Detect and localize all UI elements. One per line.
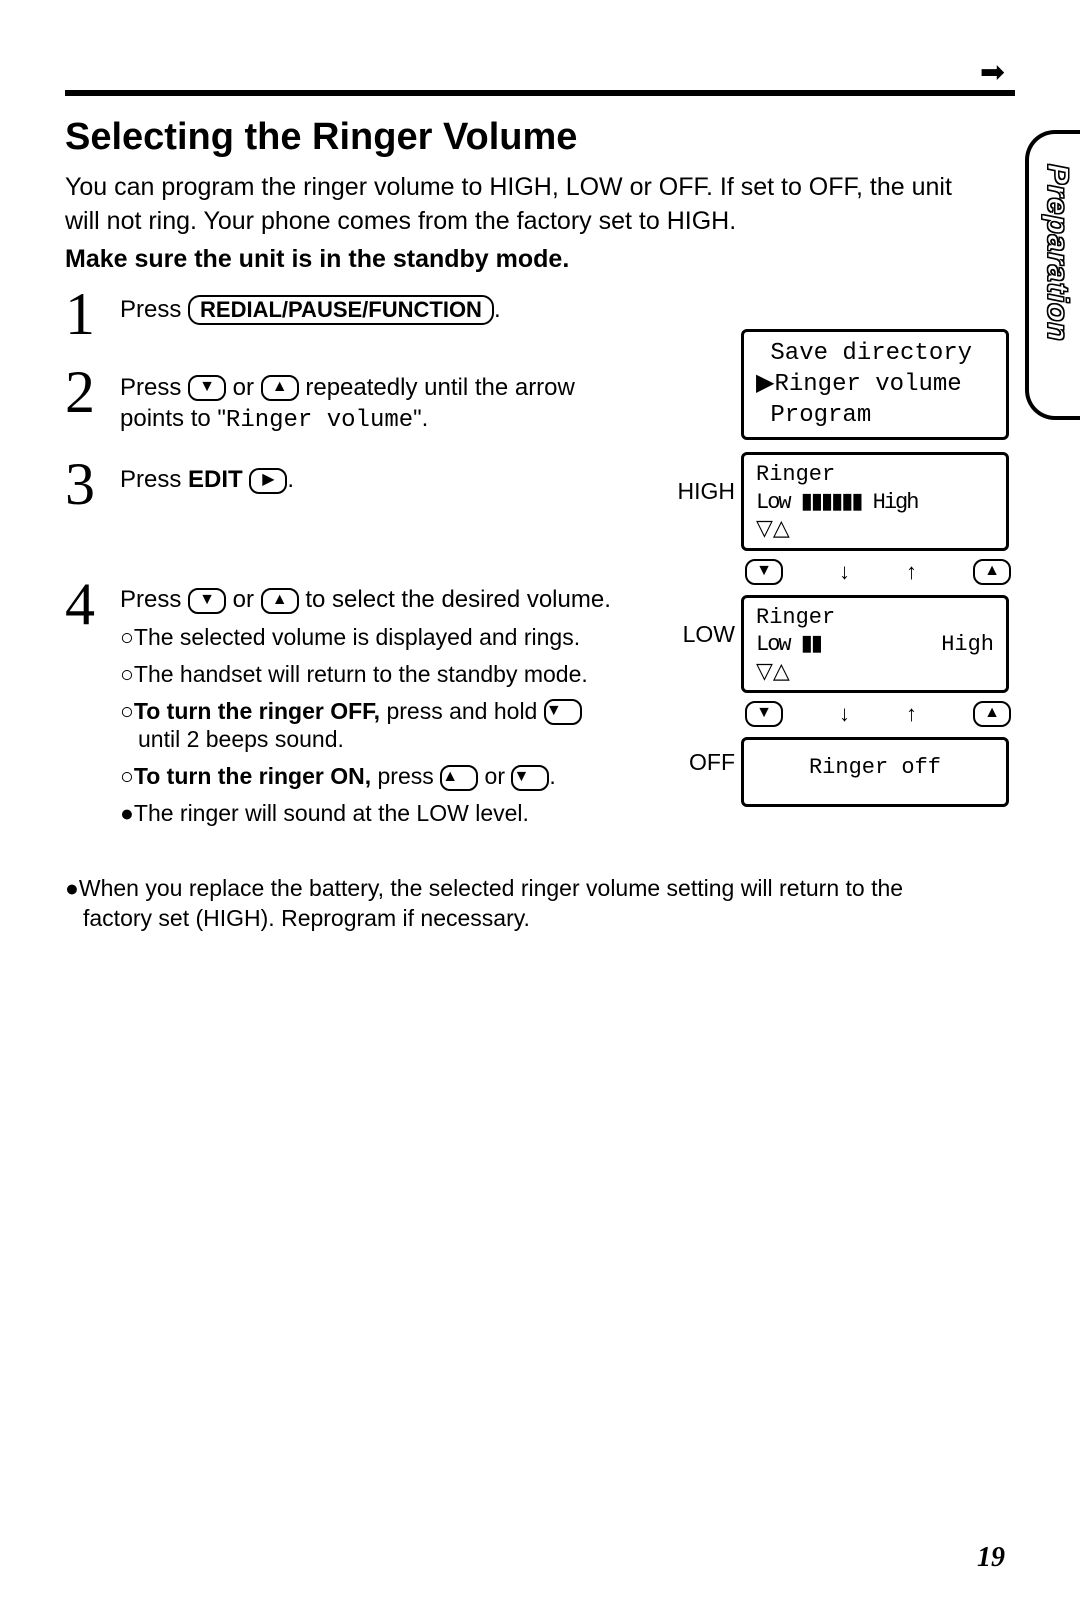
step-number: 3	[65, 454, 120, 514]
up-key-icon: ▲	[973, 559, 1011, 585]
bar-low: Low ▮▮	[756, 631, 821, 659]
display-line: Low ▮▮ High	[756, 631, 994, 659]
step-3: 3 Press EDIT ▶.	[65, 454, 625, 514]
bar-high: High	[941, 631, 994, 659]
nav-arrows: ▼ ↓ ↑ ▲	[675, 697, 1015, 737]
step-body: Press REDIAL/PAUSE/FUNCTION.	[120, 284, 501, 326]
display-line: ▶Ringer volume	[756, 369, 994, 400]
intro-text: You can program the ringer volume to HIG…	[65, 171, 955, 239]
arrow-up-icon: ↑	[906, 559, 917, 585]
step-2: 2 Press ▼ or ▲ repeatedly until the arro…	[65, 362, 625, 436]
step-text: Press	[120, 296, 188, 323]
section-tab: Preparation	[1025, 130, 1080, 420]
level-display: Ringer off	[741, 737, 1009, 807]
up-key-icon: ▲	[261, 588, 299, 614]
step-body: Press ▼ or ▲ to select the desired volum…	[120, 574, 625, 836]
bullet-text: press	[371, 763, 440, 789]
bullet-text: .	[549, 763, 555, 789]
footer-note: ●When you replace the battery, the selec…	[65, 854, 965, 934]
level-label: OFF	[675, 737, 741, 776]
bullet-bold: ○To turn the ringer OFF,	[120, 698, 380, 724]
step-text: or	[226, 586, 261, 613]
step-text: ".	[413, 405, 428, 432]
display-line: Ringer off	[756, 754, 994, 782]
step-text: Press	[120, 586, 188, 613]
step-text: .	[287, 466, 294, 493]
continuation-arrow-icon: ➡	[980, 55, 1005, 90]
down-key-icon: ▼	[188, 588, 226, 614]
down-key-icon: ▼	[188, 375, 226, 401]
level-display: Ringer Low ▮▮▮▮▮▮ High ▽△	[741, 452, 1009, 551]
content-columns: 1 Press REDIAL/PAUSE/FUNCTION. 2 Press ▼…	[65, 284, 1015, 854]
display-line: Ringer	[756, 604, 994, 632]
down-key-icon: ▼	[745, 559, 783, 585]
list-item: ○To turn the ringer OFF, press and hold …	[120, 697, 625, 755]
list-item: ○The handset will return to the standby …	[120, 660, 625, 689]
level-high: HIGH Ringer Low ▮▮▮▮▮▮ High ▽△	[675, 452, 1015, 551]
up-key-icon: ▲	[440, 765, 478, 791]
step-text: Press	[120, 374, 188, 401]
diagram-column: Save directory ▶Ringer volume Program HI…	[675, 329, 1015, 811]
step-text: or	[226, 374, 261, 401]
step-number: 1	[65, 284, 120, 344]
menu-item-mono: Ringer volume	[226, 407, 413, 434]
arrow-up-icon: ↑	[906, 701, 917, 727]
down-key-icon: ▼	[511, 765, 549, 791]
list-item: ●The ringer will sound at the LOW level.	[120, 799, 625, 828]
standby-note: Make sure the unit is in the standby mod…	[65, 245, 1015, 274]
level-off: OFF Ringer off	[675, 737, 1015, 807]
sub-bullet-list: ○The selected volume is displayed and ri…	[120, 623, 625, 828]
top-divider	[65, 90, 1015, 96]
redial-button-label: REDIAL/PAUSE/FUNCTION	[188, 295, 494, 325]
down-key-icon: ▼	[745, 701, 783, 727]
list-item: ○To turn the ringer ON, press ▲ or ▼.	[120, 762, 625, 791]
step-text: to select the desired volume.	[299, 586, 611, 613]
page-content: Selecting the Ringer Volume You can prog…	[65, 90, 1015, 934]
arrow-down-icon: ↓	[839, 559, 850, 585]
bullet-bold: ○To turn the ringer ON,	[120, 763, 371, 789]
bullet-text: until 2 beeps sound.	[138, 726, 344, 752]
menu-display: Save directory ▶Ringer volume Program	[741, 329, 1009, 441]
up-key-icon: ▲	[261, 375, 299, 401]
step-body: Press EDIT ▶.	[120, 454, 294, 495]
display-line: Ringer	[756, 461, 994, 489]
page-number: 19	[977, 1542, 1005, 1574]
right-key-icon: ▶	[249, 468, 287, 494]
level-low: LOW Ringer Low ▮▮ High ▽△	[675, 595, 1015, 694]
up-key-icon: ▲	[973, 701, 1011, 727]
step-4: 4 Press ▼ or ▲ to select the desired vol…	[65, 574, 625, 836]
step-1: 1 Press REDIAL/PAUSE/FUNCTION.	[65, 284, 625, 344]
display-line: ▽△	[756, 659, 994, 687]
edit-label: EDIT	[188, 466, 249, 493]
level-display: Ringer Low ▮▮ High ▽△	[741, 595, 1009, 694]
page-title: Selecting the Ringer Volume	[65, 116, 1015, 159]
list-item: ○The selected volume is displayed and ri…	[120, 623, 625, 652]
display-line: Low ▮▮▮▮▮▮ High	[756, 489, 994, 517]
bullet-text: press and hold	[380, 698, 544, 724]
display-line: Program	[756, 400, 994, 431]
step-text: .	[494, 296, 501, 323]
down-key-icon: ▼	[544, 699, 582, 725]
section-tab-label: Preparation	[1040, 164, 1074, 342]
arrow-down-icon: ↓	[839, 701, 850, 727]
step-number: 4	[65, 574, 120, 634]
step-text: Press	[120, 466, 188, 493]
step-number: 2	[65, 362, 120, 422]
nav-arrows: ▼ ↓ ↑ ▲	[675, 555, 1015, 595]
bullet-text: or	[478, 763, 511, 789]
step-body: Press ▼ or ▲ repeatedly until the arrow …	[120, 362, 625, 436]
display-line: Save directory	[756, 338, 994, 369]
display-line: ▽△	[756, 516, 994, 544]
level-label: LOW	[675, 595, 741, 648]
level-label: HIGH	[675, 452, 741, 505]
steps-column: 1 Press REDIAL/PAUSE/FUNCTION. 2 Press ▼…	[65, 284, 625, 854]
